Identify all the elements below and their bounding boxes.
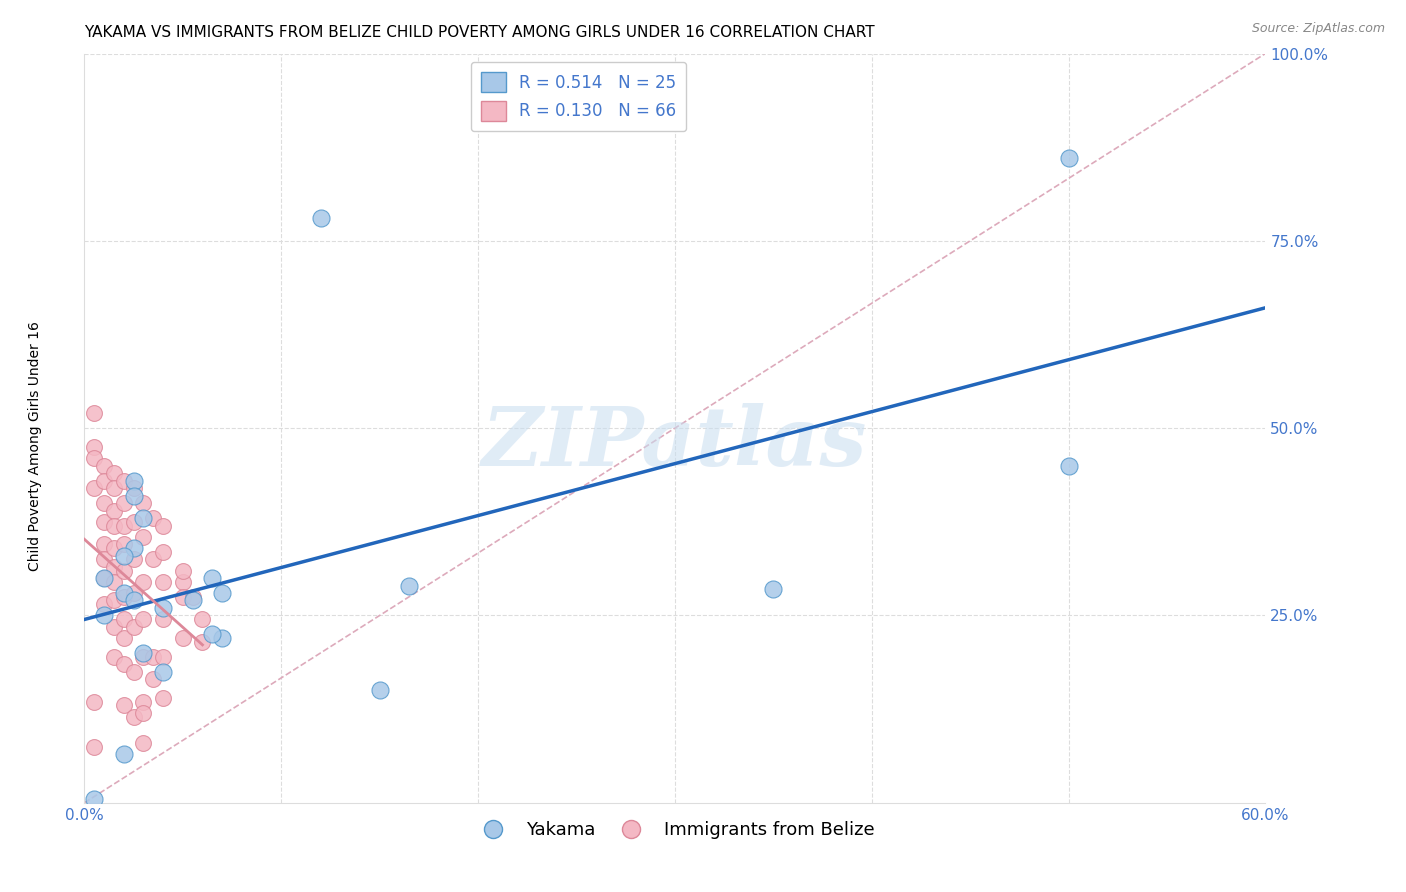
Point xyxy=(93,515,115,529)
Point xyxy=(103,574,125,589)
Point xyxy=(83,440,105,454)
Point xyxy=(142,672,165,686)
Point xyxy=(152,612,174,626)
Point xyxy=(132,574,155,589)
Point xyxy=(93,537,115,551)
Point xyxy=(103,518,125,533)
Point xyxy=(211,586,233,600)
Point xyxy=(122,593,145,607)
Point xyxy=(112,657,135,672)
Point xyxy=(122,586,145,600)
Point xyxy=(83,695,105,709)
Point xyxy=(309,211,332,226)
Point xyxy=(103,620,125,634)
Point xyxy=(103,593,125,607)
Point xyxy=(152,574,174,589)
Point xyxy=(112,631,135,645)
Point xyxy=(1057,458,1080,473)
Point xyxy=(132,695,155,709)
Point xyxy=(122,474,145,488)
Point xyxy=(103,541,125,555)
Point xyxy=(201,571,224,585)
Point xyxy=(201,627,224,641)
Point xyxy=(122,481,145,495)
Point xyxy=(122,541,145,555)
Text: Source: ZipAtlas.com: Source: ZipAtlas.com xyxy=(1251,22,1385,36)
Point xyxy=(181,593,204,607)
Point xyxy=(172,631,194,645)
Point xyxy=(142,552,165,566)
Point xyxy=(103,481,125,495)
Point xyxy=(103,466,125,480)
Point xyxy=(122,665,145,679)
Point xyxy=(132,736,155,750)
Point xyxy=(181,590,204,604)
Point xyxy=(93,552,115,566)
Legend: Yakama, Immigrants from Belize: Yakama, Immigrants from Belize xyxy=(468,814,882,847)
Point xyxy=(152,649,174,664)
Point xyxy=(93,597,115,611)
Point xyxy=(122,709,145,723)
Point xyxy=(103,559,125,574)
Point xyxy=(112,612,135,626)
Point xyxy=(122,552,145,566)
Point xyxy=(132,646,155,660)
Point xyxy=(83,451,105,466)
Point xyxy=(1057,152,1080,166)
Point xyxy=(142,649,165,664)
Point xyxy=(112,747,135,761)
Point xyxy=(191,612,214,626)
Point xyxy=(152,545,174,559)
Point xyxy=(112,564,135,578)
Point xyxy=(152,665,174,679)
Point xyxy=(191,634,214,648)
Point xyxy=(172,574,194,589)
Point xyxy=(122,489,145,503)
Point xyxy=(83,739,105,754)
Point xyxy=(368,683,391,698)
Point xyxy=(93,608,115,623)
Point xyxy=(103,649,125,664)
Point xyxy=(112,518,135,533)
Point xyxy=(112,496,135,510)
Point xyxy=(122,620,145,634)
Point xyxy=(112,586,135,600)
Point xyxy=(112,590,135,604)
Point xyxy=(142,511,165,525)
Point xyxy=(83,481,105,495)
Point xyxy=(132,649,155,664)
Point xyxy=(83,792,105,806)
Point xyxy=(398,578,420,592)
Point xyxy=(152,518,174,533)
Point xyxy=(132,530,155,544)
Point xyxy=(112,537,135,551)
Point xyxy=(172,564,194,578)
Point xyxy=(132,496,155,510)
Point xyxy=(112,474,135,488)
Point xyxy=(93,496,115,510)
Text: ZIPatlas: ZIPatlas xyxy=(482,403,868,483)
Point xyxy=(93,571,115,585)
Point xyxy=(762,582,785,597)
Point xyxy=(103,503,125,517)
Text: YAKAMA VS IMMIGRANTS FROM BELIZE CHILD POVERTY AMONG GIRLS UNDER 16 CORRELATION : YAKAMA VS IMMIGRANTS FROM BELIZE CHILD P… xyxy=(84,25,875,40)
Point xyxy=(211,631,233,645)
Point xyxy=(83,406,105,420)
Point xyxy=(93,571,115,585)
Point xyxy=(132,612,155,626)
Point xyxy=(112,549,135,563)
Text: Child Poverty Among Girls Under 16: Child Poverty Among Girls Under 16 xyxy=(28,321,42,571)
Point xyxy=(152,601,174,615)
Point xyxy=(93,458,115,473)
Point xyxy=(112,698,135,713)
Point xyxy=(172,590,194,604)
Point xyxy=(93,474,115,488)
Point xyxy=(122,515,145,529)
Point xyxy=(132,511,155,525)
Point xyxy=(152,690,174,705)
Point xyxy=(132,706,155,720)
